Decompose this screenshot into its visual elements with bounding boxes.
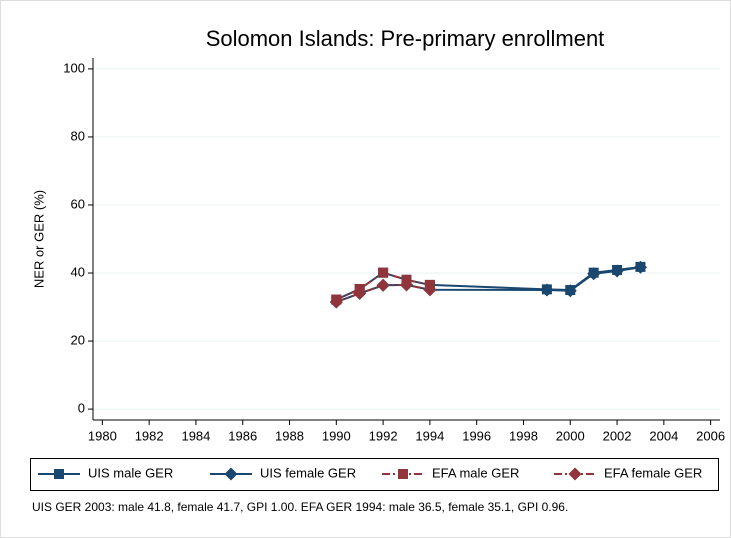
- x-tick-label: 2000: [556, 428, 585, 443]
- marker: [353, 286, 367, 300]
- x-tick-label: 1990: [322, 428, 351, 443]
- legend-marker: [54, 469, 64, 479]
- y-tick-label: 80: [71, 128, 85, 143]
- marker: [400, 278, 413, 292]
- y-tick-label: 40: [71, 264, 85, 279]
- x-tick-label: 2006: [696, 428, 725, 443]
- x-tick-label: 1982: [135, 428, 164, 443]
- marker: [376, 278, 390, 292]
- x-tick-label: 2002: [603, 428, 632, 443]
- marker: [633, 260, 647, 274]
- legend-marker: [568, 467, 582, 481]
- marker: [563, 284, 577, 298]
- marker: [587, 267, 601, 281]
- y-tick-label: 60: [71, 196, 85, 211]
- marker: [540, 283, 554, 297]
- y-tick-label: 20: [71, 333, 85, 348]
- x-tick-label: 1984: [181, 428, 210, 443]
- x-tick-label: 1986: [228, 428, 257, 443]
- marker: [423, 283, 437, 297]
- y-axis-label: NER or GER (%): [31, 190, 46, 288]
- x-tick-label: 2004: [649, 428, 678, 443]
- legend-marker: [224, 467, 238, 481]
- marker: [378, 267, 389, 278]
- x-tick-label: 1998: [509, 428, 538, 443]
- marker: [329, 295, 343, 309]
- note: UIS GER 2003: male 41.8, female 41.7, GP…: [32, 500, 568, 514]
- legend-label: EFA male GER: [432, 465, 519, 480]
- chart-title: Solomon Islands: Pre-primary enrollment: [206, 26, 605, 51]
- x-tick-label: 1992: [369, 428, 398, 443]
- legend-label: UIS male GER: [88, 465, 173, 480]
- x-tick-label: 1980: [88, 428, 117, 443]
- legend-label: EFA female GER: [604, 465, 702, 480]
- x-tick-label: 1996: [462, 428, 491, 443]
- x-tick-label: 1988: [275, 428, 304, 443]
- x-tick-label: 1994: [415, 428, 444, 443]
- legend-box: [30, 458, 719, 491]
- y-tick-label: 100: [63, 60, 85, 75]
- legend-marker: [398, 469, 408, 479]
- y-tick-label: 0: [78, 401, 85, 416]
- legend-label: UIS female GER: [260, 465, 356, 480]
- marker: [610, 264, 624, 278]
